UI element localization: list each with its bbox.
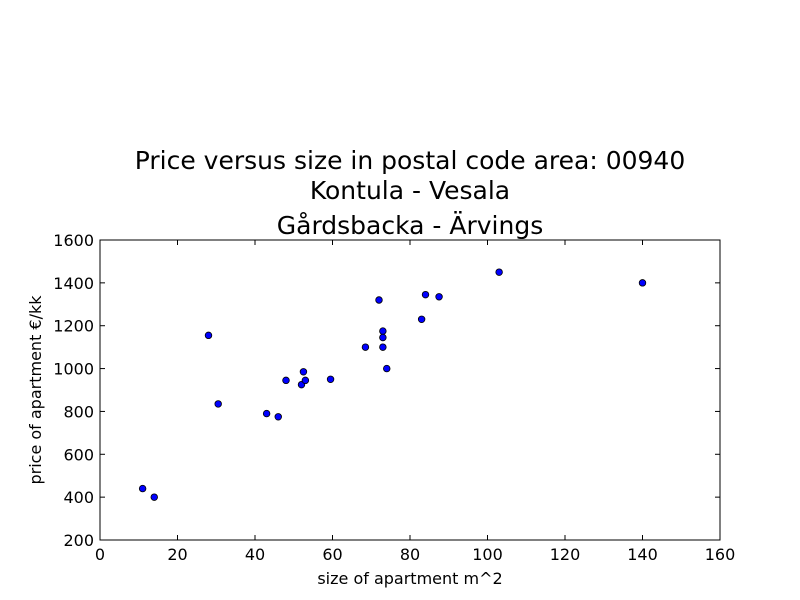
data-point-3 [214, 400, 222, 408]
chart-title-line-1: Price versus size in postal code area: 0… [135, 146, 685, 175]
data-point-17 [417, 315, 426, 323]
y-tick-label-2: 600 [63, 445, 94, 464]
data-point-2 [204, 331, 213, 340]
chart-title-line-3: Gårdsbacka - Ärvings [277, 211, 544, 240]
y-axis-label: price of apartment €/kk [26, 295, 45, 485]
x-tick-label-4: 80 [400, 545, 420, 564]
data-point-9 [301, 376, 310, 385]
data-points [138, 268, 647, 501]
y-tick-label-1: 400 [63, 488, 94, 507]
x-tick-label-7: 140 [627, 545, 658, 564]
y-tick-label-4: 1000 [53, 360, 94, 379]
plot-area [99, 239, 721, 541]
x-tick-label-0: 0 [95, 545, 105, 564]
x-tick-label-8: 160 [705, 545, 736, 564]
x-tick-label-3: 60 [322, 545, 342, 564]
data-point-14 [379, 333, 387, 342]
data-point-12 [375, 296, 383, 304]
chart-title: Price versus size in postal code area: 0… [135, 146, 685, 240]
y-tick-label-0: 200 [63, 531, 94, 550]
x-tick-label-2: 40 [245, 545, 265, 564]
y-tick-label-3: 800 [63, 402, 94, 421]
x-tick-label-5: 100 [472, 545, 503, 564]
data-point-10 [326, 375, 335, 383]
data-point-4 [262, 409, 271, 418]
data-point-5 [274, 413, 282, 421]
data-point-20 [495, 268, 503, 276]
data-point-0 [138, 484, 147, 493]
data-point-13 [379, 327, 387, 335]
data-point-6 [282, 376, 290, 385]
x-tick-label-6: 120 [550, 545, 581, 564]
data-point-16 [383, 364, 391, 373]
chart-title-line-2: Kontula - Vesala [310, 176, 510, 205]
data-point-8 [299, 368, 308, 376]
y-tick-label-7: 1600 [53, 231, 94, 250]
data-point-19 [435, 293, 443, 301]
data-point-1 [150, 493, 158, 501]
axis-ticks: 0 20 40 60 80 100 120 140 160 200 400 600 800 1000 120… [53, 231, 735, 564]
data-point-11 [361, 343, 370, 351]
data-point-18 [421, 290, 430, 299]
y-tick-label-6: 1400 [53, 274, 94, 293]
data-point-15 [379, 343, 387, 351]
x-tick-label-1: 20 [167, 545, 187, 564]
x-axis-label: size of apartment m^2 [317, 569, 502, 588]
data-point-21 [638, 279, 647, 287]
y-tick-label-5: 1200 [53, 317, 94, 336]
